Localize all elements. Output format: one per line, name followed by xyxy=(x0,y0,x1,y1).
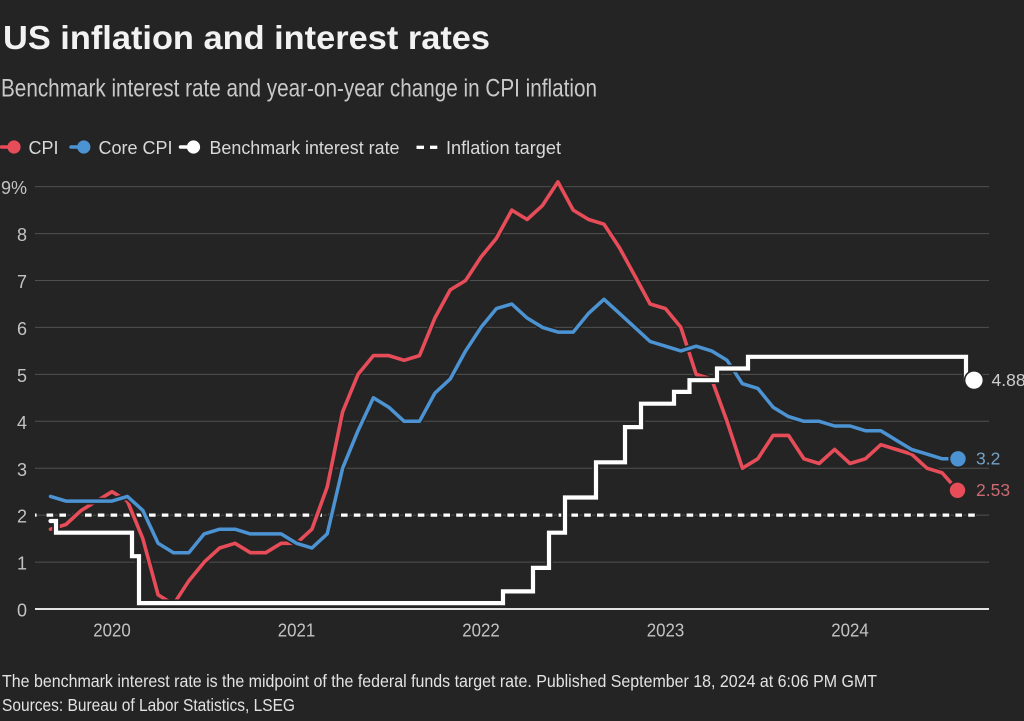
svg-text:8: 8 xyxy=(17,225,27,245)
svg-text:CPI: CPI xyxy=(29,138,59,158)
svg-text:5: 5 xyxy=(17,366,27,386)
svg-text:2020: 2020 xyxy=(93,621,131,641)
svg-text:4: 4 xyxy=(17,413,27,433)
svg-text:Inflation target: Inflation target xyxy=(446,138,561,158)
svg-text:2: 2 xyxy=(17,507,27,527)
svg-text:6: 6 xyxy=(17,319,27,339)
svg-text:2023: 2023 xyxy=(647,621,685,641)
svg-text:7: 7 xyxy=(17,272,27,292)
svg-text:The benchmark interest rate is: The benchmark interest rate is the midpo… xyxy=(2,671,877,691)
svg-text:2022: 2022 xyxy=(462,621,500,641)
svg-text:2024: 2024 xyxy=(831,621,869,641)
svg-text:2021: 2021 xyxy=(278,621,316,641)
svg-text:9%: 9% xyxy=(1,178,27,198)
svg-text:US inflation and interest rate: US inflation and interest rates xyxy=(3,19,490,56)
svg-text:3.2: 3.2 xyxy=(976,449,1000,469)
svg-text:2.53: 2.53 xyxy=(976,480,1010,500)
svg-text:Core CPI: Core CPI xyxy=(99,138,173,158)
svg-text:3: 3 xyxy=(17,460,27,480)
svg-text:0: 0 xyxy=(17,601,27,621)
svg-text:Benchmark interest rate: Benchmark interest rate xyxy=(210,138,400,158)
svg-text:1: 1 xyxy=(17,554,27,574)
svg-text:Benchmark interest rate and ye: Benchmark interest rate and year-on-year… xyxy=(1,75,597,103)
svg-text:4.88: 4.88 xyxy=(992,370,1024,390)
svg-text:Sources: Bureau of Labor Stati: Sources: Bureau of Labor Statistics, LSE… xyxy=(2,695,295,715)
